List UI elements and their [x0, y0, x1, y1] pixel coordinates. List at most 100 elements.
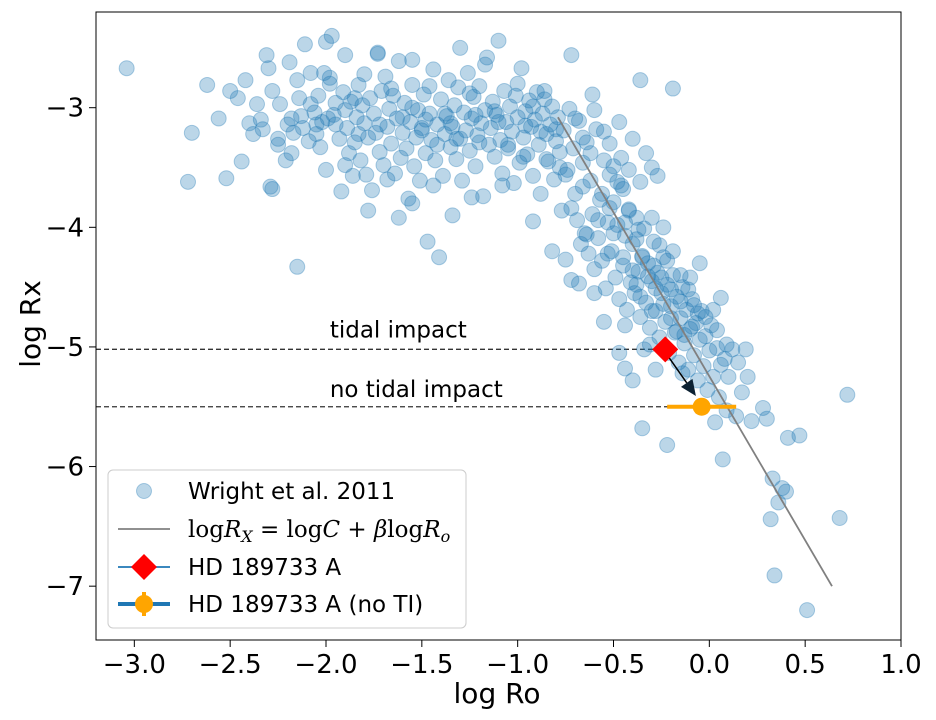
data-point: [613, 149, 630, 166]
data-point: [643, 209, 660, 226]
x-axis-ticks: −3.0 −2.5 −2.0 −1.5 −1.0 −0.5 0.0 0.5 1.0: [103, 640, 922, 680]
data-point: [613, 177, 630, 194]
data-point: [536, 82, 553, 99]
data-point: [183, 124, 200, 141]
data-point: [350, 76, 367, 93]
data-point: [342, 93, 359, 110]
annotations: tidal impact no tidal impact: [330, 317, 503, 403]
data-point: [264, 82, 281, 99]
data-point: [402, 114, 419, 131]
data-point: [410, 102, 426, 119]
data-point: [571, 112, 587, 129]
data-point: [323, 27, 340, 44]
data-point: [678, 301, 695, 318]
data-point: [321, 69, 338, 86]
data-point: [341, 145, 357, 162]
data-point: [620, 201, 637, 218]
data-point: [379, 118, 396, 135]
data-point: [709, 322, 725, 339]
data-point: [755, 399, 771, 416]
data-point: [118, 60, 135, 77]
data-point: [645, 257, 662, 274]
data-point: [578, 226, 595, 243]
legend-fit-label-part: R: [422, 517, 440, 543]
data-point: [687, 315, 704, 332]
data-point: [691, 331, 708, 348]
data-point: [344, 167, 361, 184]
legend-label-fit: logRX = logC + βlogRo: [188, 517, 450, 546]
data-point: [709, 340, 725, 357]
data-point: [532, 123, 549, 140]
data-point: [277, 152, 294, 169]
data-point: [408, 129, 425, 146]
data-point: [649, 167, 666, 184]
data-point: [279, 116, 296, 133]
data-point: [350, 126, 367, 143]
data-point: [180, 173, 196, 190]
data-point: [381, 100, 398, 117]
data-point: [486, 148, 503, 165]
data-point: [544, 98, 561, 115]
data-point: [659, 252, 676, 269]
data-point: [567, 110, 584, 127]
data-point: [337, 47, 354, 64]
data-point: [712, 356, 729, 373]
data-point: [515, 148, 532, 165]
data-point: [620, 161, 637, 178]
data-point: [494, 165, 511, 182]
data-point: [638, 294, 655, 311]
data-point: [431, 249, 448, 266]
data-point: [281, 54, 298, 71]
x-tick-label: −1.0: [486, 650, 549, 680]
data-point: [684, 318, 701, 335]
data-point: [421, 78, 438, 95]
data-point: [352, 152, 369, 169]
data-point: [475, 188, 492, 205]
data-point: [400, 190, 417, 207]
data-point: [584, 86, 601, 103]
data-point: [494, 177, 511, 194]
data-point: [335, 84, 352, 101]
data-point: [331, 130, 348, 147]
data-point: [444, 118, 461, 135]
data-point: [272, 96, 288, 113]
data-point: [308, 116, 325, 133]
data-point: [419, 233, 436, 250]
data-point: [622, 274, 639, 291]
data-point: [411, 172, 428, 189]
data-point: [237, 72, 254, 89]
data-point: [528, 84, 545, 101]
data-point: [270, 130, 287, 147]
data-point: [628, 276, 645, 293]
data-point: [229, 90, 246, 107]
data-point: [599, 214, 616, 231]
data-point: [448, 130, 465, 147]
data-point: [233, 153, 250, 170]
legend-label-target: HD 189733 A: [188, 555, 341, 581]
data-point: [628, 209, 645, 226]
data-point: [655, 219, 672, 236]
data-point: [557, 251, 574, 268]
data-point: [444, 207, 461, 224]
data-point: [609, 173, 626, 190]
fit-line-series: [557, 116, 833, 587]
data-point: [346, 90, 363, 107]
data-point: [496, 82, 513, 99]
data-point: [377, 68, 394, 85]
data-point: [249, 96, 265, 113]
data-point: [691, 255, 708, 272]
data-point: [429, 136, 446, 153]
data-point: [417, 111, 434, 128]
data-point: [442, 139, 459, 156]
data-point: [438, 108, 455, 125]
data-point: [663, 281, 679, 298]
data-point: [724, 341, 741, 358]
data-point: [686, 297, 702, 314]
noti-marker: [692, 397, 711, 416]
data-point: [525, 98, 541, 115]
data-point: [258, 47, 275, 64]
data-point: [404, 76, 421, 93]
data-point: [553, 202, 570, 219]
data-point: [511, 154, 528, 171]
